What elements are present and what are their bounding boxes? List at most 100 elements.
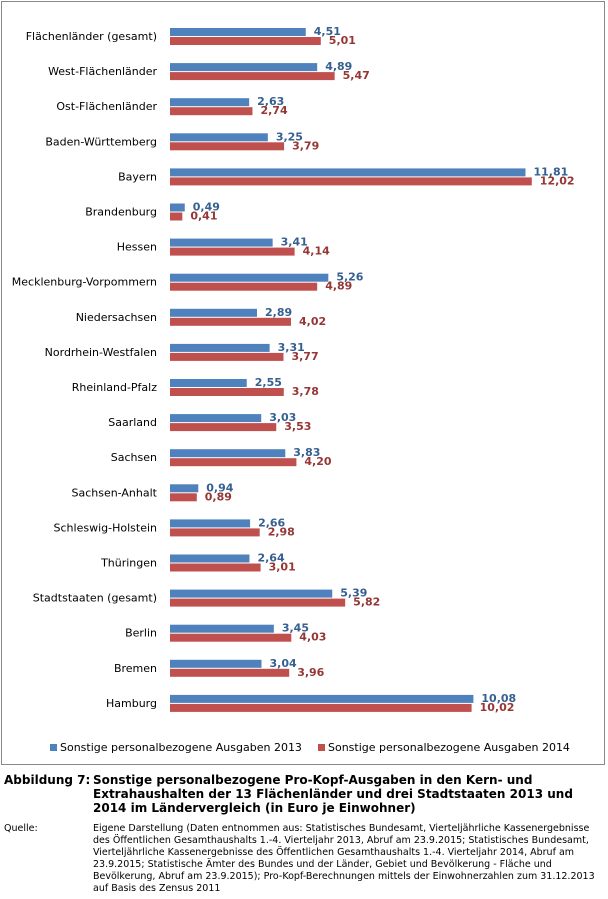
value-label: 0,41 <box>190 210 217 223</box>
value-label: 4,03 <box>299 631 326 644</box>
value-label: 3,04 <box>270 657 297 670</box>
bar <box>170 142 285 151</box>
value-label: 3,41 <box>281 236 308 249</box>
bar <box>170 28 306 36</box>
category-label: Bremen <box>114 662 157 675</box>
bar <box>170 563 261 572</box>
value-label: 4,14 <box>303 245 330 258</box>
bar <box>170 247 295 256</box>
value-label: 3,79 <box>292 139 319 152</box>
bar <box>170 449 286 458</box>
value-label: 3,78 <box>292 385 319 398</box>
caption-label: Abbildung 7: <box>4 773 91 787</box>
value-label: 5,01 <box>329 34 356 47</box>
category-label: Brandenburg <box>85 206 157 219</box>
bar <box>170 633 292 642</box>
category-label: Hessen <box>117 241 157 254</box>
value-label: 3,96 <box>297 666 324 679</box>
bar <box>170 107 253 116</box>
bar <box>170 493 197 502</box>
bar <box>170 238 273 247</box>
value-label: 0,49 <box>193 201 220 214</box>
bar <box>170 282 318 291</box>
value-label: 5,26 <box>336 271 363 284</box>
category-label: Stadtstaaten (gesamt) <box>33 592 157 605</box>
value-label: 3,03 <box>269 411 296 424</box>
category-label: Ost-Flächenländer <box>56 100 157 113</box>
value-label: 0,89 <box>205 490 232 503</box>
bar <box>170 624 274 633</box>
bar <box>170 273 329 282</box>
bar <box>170 352 284 361</box>
category-label: West-Flächenländer <box>48 65 157 78</box>
bar <box>170 203 185 212</box>
bar <box>170 703 472 712</box>
bar <box>170 528 260 537</box>
category-label: Sachsen <box>111 451 157 464</box>
value-label: 5,47 <box>343 69 370 82</box>
bar <box>170 458 297 467</box>
value-label: 2,66 <box>258 516 285 529</box>
value-label: 0,94 <box>206 481 233 494</box>
category-label: Sachsen-Anhalt <box>71 486 157 499</box>
bar <box>170 414 262 423</box>
value-label: 4,89 <box>325 280 352 293</box>
value-label: 2,74 <box>260 104 287 117</box>
value-label: 3,53 <box>284 420 311 433</box>
value-label: 2,63 <box>257 95 284 108</box>
value-label: 3,01 <box>269 561 296 574</box>
category-label: Hamburg <box>106 697 157 710</box>
legend-swatch <box>50 744 57 751</box>
bar <box>170 554 250 563</box>
bar <box>170 177 532 186</box>
value-label: 2,89 <box>265 306 292 319</box>
category-label: Bayern <box>118 170 157 183</box>
category-label: Saarland <box>108 416 157 429</box>
bar <box>170 212 183 221</box>
value-label: 3,83 <box>293 446 320 459</box>
value-label: 2,64 <box>257 552 284 565</box>
category-label: Mecklenburg-Vorpommern <box>12 276 157 289</box>
value-label: 2,55 <box>255 376 282 389</box>
category-label: Baden-Württemberg <box>45 135 157 148</box>
chart-frame <box>1 1 605 765</box>
bar <box>170 423 277 432</box>
bar <box>170 484 199 493</box>
bar <box>170 168 526 177</box>
bar <box>170 668 290 677</box>
value-label: 3,25 <box>276 130 303 143</box>
source-label: Quelle: <box>4 823 38 834</box>
chart: Flächenländer (gesamt) 4,515,01 West-Fläch… <box>12 25 575 754</box>
value-label: 12,02 <box>540 174 575 187</box>
value-label: 11,81 <box>533 165 568 178</box>
value-label: 4,02 <box>299 315 326 328</box>
category-label: Flächenländer (gesamt) <box>26 30 157 43</box>
value-label: 5,39 <box>340 587 367 600</box>
bar <box>170 317 292 326</box>
bar <box>170 37 321 45</box>
value-label: 10,02 <box>480 701 515 714</box>
legend-label: Sonstige personalbezogene Ausgaben 2013 <box>60 741 302 754</box>
value-label: 10,08 <box>481 692 516 705</box>
value-label: 3,45 <box>282 622 309 635</box>
bar <box>170 72 335 81</box>
bar <box>170 388 284 396</box>
caption-text: Sonstige personalbezogene Pro-Kopf-Ausga… <box>93 773 573 815</box>
value-label: 4,89 <box>325 60 352 73</box>
bar <box>170 519 251 528</box>
category-label: Berlin <box>125 627 157 640</box>
legend-label: Sonstige personalbezogene Ausgaben 2014 <box>328 741 570 754</box>
bar <box>170 308 257 317</box>
bar <box>170 659 262 668</box>
category-label: Niedersachsen <box>76 311 157 324</box>
value-label: 4,20 <box>304 455 331 468</box>
bar <box>170 589 333 598</box>
category-label: Schleswig-Holstein <box>54 521 157 534</box>
category-label: Rheinland-Pfalz <box>72 381 157 394</box>
value-label: 4,51 <box>314 25 341 38</box>
bar <box>170 133 268 142</box>
value-label: 2,98 <box>268 525 295 538</box>
bar <box>170 98 250 107</box>
bar <box>170 379 247 387</box>
value-label: 3,77 <box>291 350 318 363</box>
